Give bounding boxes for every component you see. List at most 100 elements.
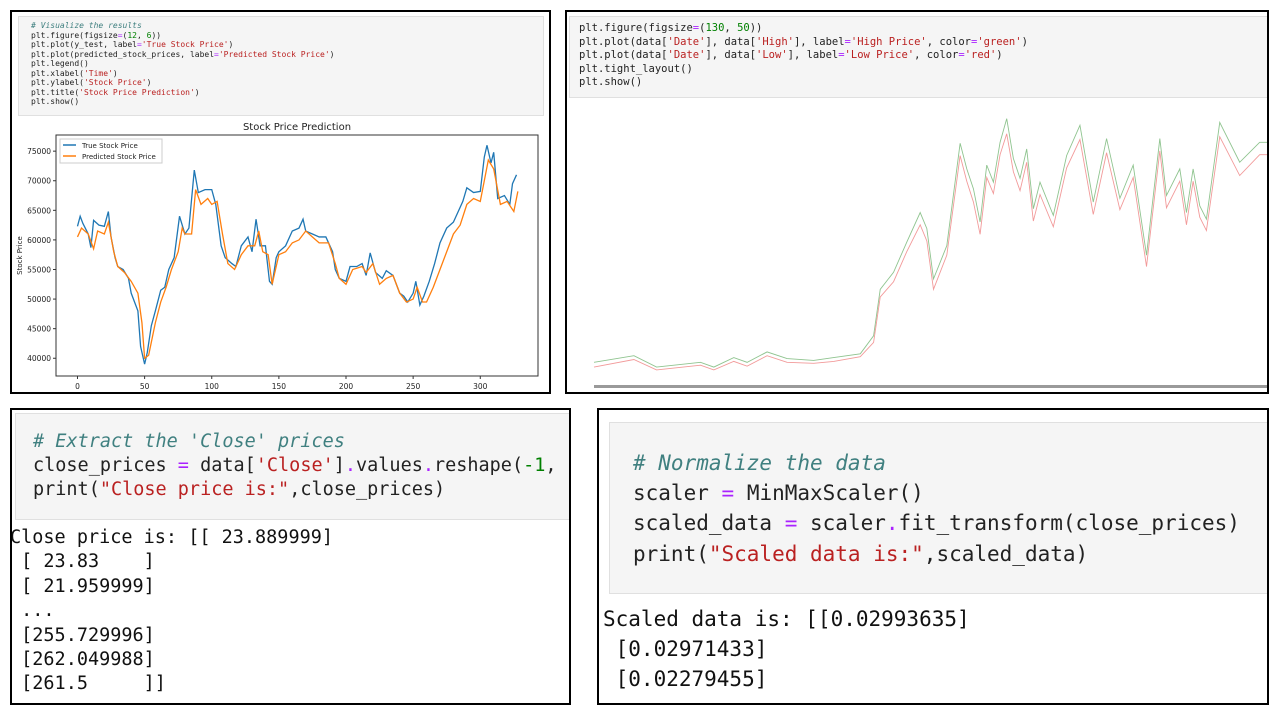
prediction-panel: # Visualize the results plt.figure(figsiz…	[10, 10, 551, 394]
plot-area	[55, 134, 539, 377]
code-line: plt.plot(data['Date'], data['High'], lab…	[579, 35, 1267, 50]
x-tick-label: 200	[339, 382, 354, 391]
legend	[59, 138, 163, 164]
code-token: "Scaled data is:"	[708, 541, 924, 566]
output-line: Scaled data is: [[0.02993635]	[603, 607, 970, 631]
code-token: )	[996, 49, 1003, 61]
code-token: ,scaled_data)	[923, 541, 1089, 566]
code-line: plt.ylabel('Stock Price')	[31, 78, 543, 88]
code-token: (	[122, 30, 128, 40]
series-line-low-price	[593, 133, 1267, 371]
code-token: reshape(	[433, 455, 524, 476]
code-token: )	[228, 40, 234, 49]
code-token: 'High Price'	[850, 35, 927, 48]
code-line: # Normalize the data	[633, 448, 1267, 478]
y-axis-label: Stock Price	[16, 236, 24, 275]
output-line: [255.729996]	[10, 624, 155, 646]
code-token: ,	[724, 22, 738, 34]
code-token: plt.plot(predicted_stock_prices, label	[31, 49, 215, 59]
code-token: plt.tight_layout()	[579, 62, 693, 75]
code-token: plt.figure(figsize	[31, 30, 118, 40]
code-cell-visualize[interactable]: # Visualize the results plt.figure(figsiz…	[18, 16, 544, 116]
code-line: plt.show()	[579, 76, 1267, 90]
code-token: =	[971, 35, 978, 48]
y-tick-label: 40000	[27, 354, 51, 363]
code-line: print("Scaled data is:",scaled_data)	[633, 539, 1267, 569]
y-tick-label: 45000	[27, 325, 51, 334]
code-token: 'Predicted Stock Price'	[218, 49, 330, 59]
y-tick-label: 60000	[27, 236, 51, 245]
scaled-data-panel: # Normalize the data scaler = MinMaxScale…	[597, 408, 1269, 705]
code-token: plt.show()	[579, 76, 643, 88]
legend-label: Predicted Stock Price	[82, 153, 156, 161]
output-line: Close price is: [[ 23.889999]	[10, 527, 334, 548]
code-token: ], label	[793, 35, 845, 48]
output-line: [262.049988]	[10, 649, 155, 671]
code-token: )	[329, 49, 335, 59]
code-token: (	[699, 22, 706, 34]
code-token: ], data[	[705, 35, 757, 48]
output-line: [0.02279455]	[603, 667, 768, 691]
code-line: # Extract the 'Close' prices	[33, 430, 569, 454]
code-token: # Visualize the results	[31, 21, 142, 30]
code-token: 130	[705, 22, 725, 34]
code-token: 1	[568, 455, 569, 476]
code-token: 'True Stock Price'	[141, 40, 229, 49]
code-token: ]	[333, 455, 345, 476]
code-line: scaler = MinMaxScaler()	[633, 478, 1267, 508]
code-token: plt.title(	[31, 87, 80, 97]
code-token: 'Low Price'	[844, 49, 915, 61]
chart-title: Stock Price Prediction	[243, 122, 351, 133]
code-token: plt.legend()	[31, 59, 89, 68]
high-low-price-chart	[593, 118, 1269, 388]
series-line-predicted-stock-price	[76, 158, 519, 360]
code-token: plt.ylabel(	[31, 78, 84, 87]
code-line: # Visualize the results	[31, 21, 543, 31]
code-token: ))	[151, 30, 162, 40]
code-token: =	[844, 35, 851, 48]
code-token: plt.plot(y_test, label	[31, 40, 137, 49]
code-token: plt.plot(data[	[579, 35, 668, 48]
code-token: 6	[146, 30, 152, 40]
output-line: [ 23.83 ]	[10, 551, 155, 573]
code-token: .	[422, 455, 434, 476]
code-cell-high-low[interactable]: plt.figure(figsize=(130, 50)) plt.plot(da…	[569, 16, 1267, 98]
code-line: plt.plot(data['Date'], data['Low'], labe…	[579, 49, 1267, 63]
code-line: plt.figure(figsize=(12, 6))	[31, 31, 543, 41]
code-line: plt.plot(y_test, label='True Stock Price…	[31, 40, 543, 50]
y-tick-label: 55000	[27, 265, 51, 274]
code-token: ))	[749, 22, 763, 34]
code-token: 'Stock Price'	[83, 78, 147, 87]
code-token: "Close price is:"	[99, 479, 290, 500]
code-token: ,close_prices)	[289, 479, 446, 500]
code-line: plt.legend()	[31, 59, 543, 69]
x-tick-label: 0	[75, 382, 80, 391]
code-token: scaled_data	[633, 511, 785, 536]
code-cell-normalize[interactable]: # Normalize the data scaler = MinMaxScale…	[609, 422, 1267, 594]
code-token: 50	[737, 22, 750, 34]
code-token: =	[117, 30, 123, 40]
code-cell-close-prices[interactable]: # Extract the 'Close' prices close_prices…	[15, 413, 569, 520]
code-token: # Extract the 'Close' prices	[33, 431, 345, 452]
series-line-true-stock-price	[76, 145, 518, 365]
high-low-panel: plt.figure(figsize=(130, 50)) plt.plot(da…	[565, 10, 1269, 394]
x-tick-label: 250	[406, 382, 421, 391]
code-line: close_prices = data['Close'].values.resh…	[33, 454, 569, 478]
code-line: plt.title('Stock Price Prediction')	[31, 88, 543, 98]
output-line: ...	[10, 600, 55, 622]
code-line: plt.tight_layout()	[579, 62, 1267, 77]
code-token: 'Close'	[255, 455, 334, 476]
horizontal-scrollbar[interactable]	[594, 385, 1269, 388]
code-token: MinMaxScaler()	[734, 481, 924, 506]
code-token: )	[112, 68, 118, 78]
code-token: close_prices	[33, 455, 178, 476]
code-token: fit_transform(close_prices)	[898, 511, 1240, 536]
code-token: =	[692, 22, 700, 34]
code-token: =	[958, 49, 965, 61]
code-token: ], data[	[705, 49, 757, 61]
code-token: ,	[137, 30, 147, 40]
y-tick-label: 70000	[27, 177, 51, 186]
code-token: 12	[127, 30, 137, 40]
y-tick-label: 65000	[27, 206, 51, 215]
code-line: print("Close price is:",close_prices)	[33, 478, 569, 502]
